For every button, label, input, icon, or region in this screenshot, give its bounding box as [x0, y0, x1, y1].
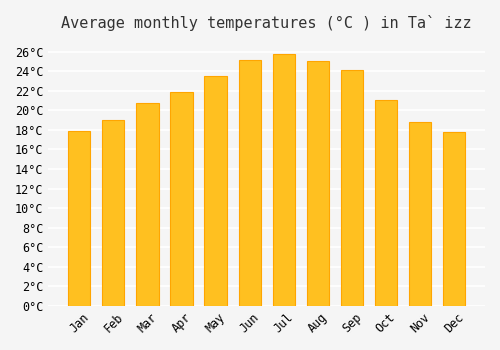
Bar — [306, 62, 329, 306]
Bar — [102, 120, 124, 306]
Bar — [136, 104, 158, 306]
Bar — [341, 70, 363, 306]
Bar — [238, 61, 260, 306]
Title: Average monthly temperatures (°C ) in Ta` izz: Average monthly temperatures (°C ) in Ta… — [62, 15, 472, 31]
Bar — [272, 54, 295, 306]
Bar — [375, 99, 397, 306]
Bar — [170, 92, 192, 306]
Bar — [204, 76, 227, 306]
Bar — [409, 122, 431, 306]
Bar — [443, 132, 465, 306]
Bar — [68, 131, 90, 306]
